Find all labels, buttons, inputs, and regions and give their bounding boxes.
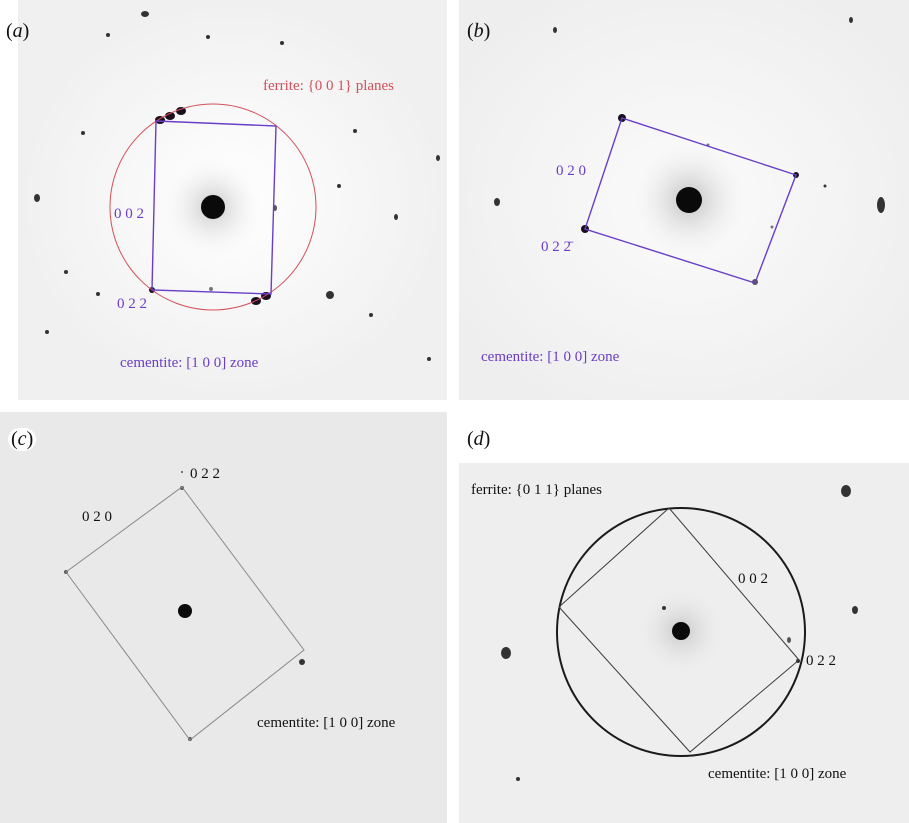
spot [106, 33, 110, 37]
panel-a-label-letter: a [12, 20, 23, 42]
spot [662, 606, 666, 610]
panel-c-label-letter: c [17, 428, 27, 450]
panel-a-pattern: ferrite: {0 0 1} planes 0 0 2 0 2 2 ceme… [18, 0, 447, 400]
spot [96, 292, 100, 296]
panel-b-label: (b) [467, 20, 490, 43]
panel-d: ferrite: {0 1 1} planes 0 0 2 0 2 2 ceme… [459, 412, 909, 823]
panel-a-label: (a) [6, 20, 29, 43]
panel-c-pattern: 0 2 2 0 2 0 cementite: [1 0 0] zone [0, 412, 447, 823]
spot [81, 131, 85, 135]
panel-b-pattern: 0 2 0 0 2 2̄ cementite: [1 0 0] zone [459, 0, 909, 400]
spot [181, 471, 183, 473]
spot [427, 357, 431, 361]
panel-d-pattern: ferrite: {0 1 1} planes 0 0 2 0 2 2 ceme… [459, 412, 909, 823]
panel-c-spot-label-020: 0 2 0 [82, 509, 112, 525]
spot [852, 606, 858, 614]
panel-c-background [0, 412, 447, 823]
spot [45, 330, 49, 334]
panel-a: ferrite: {0 0 1} planes 0 0 2 0 2 2 ceme… [0, 0, 447, 400]
panel-d-label-letter: d [473, 428, 484, 450]
panel-b-label-letter: b [473, 20, 484, 42]
spot [155, 116, 165, 124]
spot [436, 155, 440, 161]
panel-a-cementite-rectangle [151, 120, 277, 295]
spot [206, 35, 210, 39]
panel-b-label-close: ) [483, 20, 491, 42]
panel-c-spot-label-022: 0 2 2 [190, 466, 220, 482]
spot [299, 659, 305, 665]
panel-b-central-beam [676, 187, 702, 213]
panel-c-label: (c) [8, 428, 37, 451]
panel-a-ferrite-circle [109, 103, 317, 311]
spot [176, 107, 186, 115]
spot [353, 129, 357, 133]
panel-a-spot-label-002: 0 0 2 [114, 206, 144, 222]
spot [849, 17, 853, 23]
panel-b-spot-label-02-2bar: 0 2 2̄ [541, 239, 574, 255]
panel-b-spots [494, 17, 885, 285]
spot [823, 184, 827, 188]
panel-a-spot-label-022: 0 2 2 [117, 296, 147, 312]
panel-a-ferrite-label: ferrite: {0 0 1} planes [263, 78, 394, 94]
spot [326, 291, 334, 299]
panel-b-spot-label-020: 0 2 0 [556, 163, 586, 179]
panel-d-spot-label-002: 0 0 2 [738, 571, 768, 587]
spot [394, 214, 398, 220]
panel-a-label-close: ) [22, 20, 30, 42]
spot [877, 197, 885, 213]
spot [841, 485, 851, 497]
panel-d-zone-label: cementite: [1 0 0] zone [708, 766, 847, 782]
spot [369, 313, 373, 317]
panel-d-ferrite-circle [556, 507, 806, 757]
panel-c: 0 2 2 0 2 0 cementite: [1 0 0] zone (c) [0, 412, 447, 823]
panel-c-label-close: ) [26, 428, 34, 450]
spot [165, 112, 175, 120]
panel-a-zone-label: cementite: [1 0 0] zone [120, 355, 259, 371]
spot [787, 637, 791, 643]
spot [770, 225, 774, 229]
panel-c-label-open: ( [11, 428, 18, 450]
spot [209, 287, 213, 291]
spot [494, 198, 500, 206]
panel-d-label-open: ( [467, 428, 474, 450]
panel-d-label: (d) [467, 428, 490, 451]
spot [516, 777, 520, 781]
spot [64, 270, 68, 274]
panel-a-label-open: ( [6, 20, 13, 42]
spot [553, 27, 557, 33]
panel-c-cementite-rectangle [65, 486, 305, 741]
panel-a-central-beam [201, 195, 225, 219]
panel-b-cementite-rectangle [584, 117, 797, 284]
spot [337, 184, 341, 188]
panel-b-label-open: ( [467, 20, 474, 42]
panel-d-spots [501, 485, 858, 781]
panel-d-central-beam [672, 622, 690, 640]
panel-c-central-beam [178, 604, 192, 618]
panel-d-label-close: ) [483, 428, 491, 450]
spot [141, 11, 149, 17]
panel-d-spot-label-022: 0 2 2 [806, 653, 836, 669]
panel-d-ferrite-label: ferrite: {0 1 1} planes [471, 482, 602, 498]
panel-c-zone-label: cementite: [1 0 0] zone [257, 715, 396, 731]
panel-b: 0 2 0 0 2 2̄ cementite: [1 0 0] zone (b) [459, 0, 909, 400]
spot [280, 41, 284, 45]
panel-b-zone-label: cementite: [1 0 0] zone [481, 349, 620, 365]
spot [501, 647, 511, 659]
panel-d-cementite-rectangle [558, 507, 800, 753]
spot [34, 194, 40, 202]
